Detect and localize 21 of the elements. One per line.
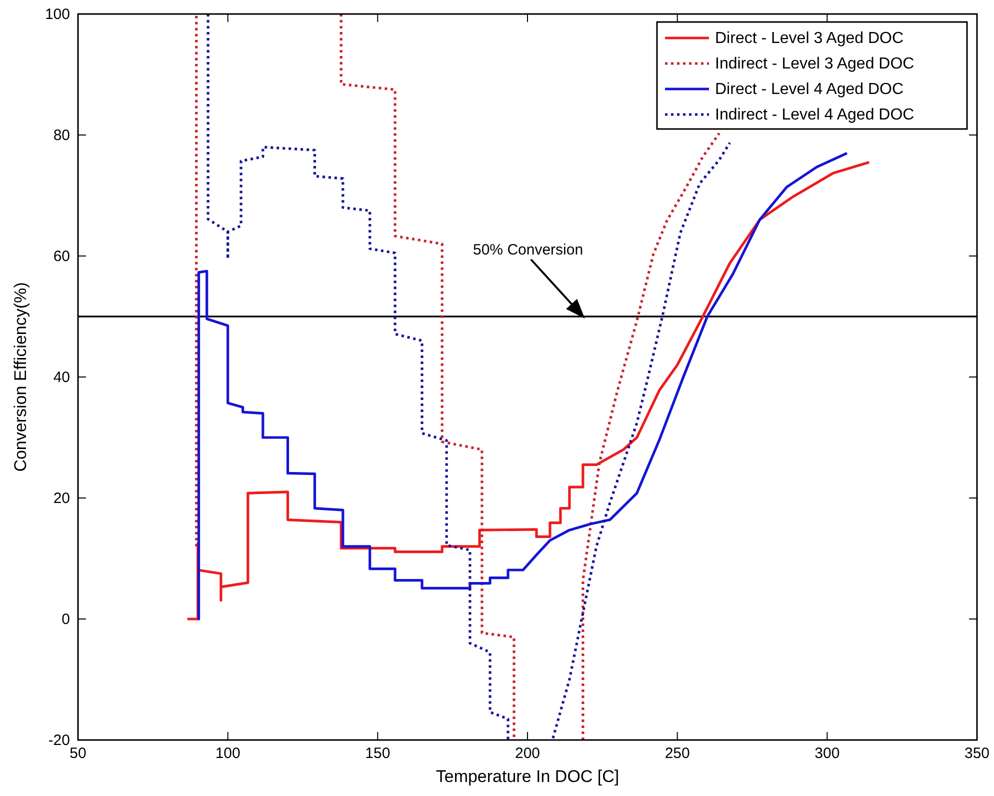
y-tick-label: 0: [62, 611, 70, 628]
x-tick-label: 150: [365, 745, 390, 762]
x-tick-label: 350: [964, 745, 990, 762]
legend-label: Direct - Level 4 Aged DOC: [715, 81, 904, 98]
legend-label: Direct - Level 3 Aged DOC: [715, 30, 904, 47]
x-tick-label: 100: [215, 745, 240, 762]
x-axis-title: Temperature In DOC [C]: [436, 767, 620, 786]
y-tick-label: 100: [44, 6, 70, 23]
y-tick-label: 40: [53, 369, 70, 386]
y-tick-label: 20: [53, 490, 70, 507]
legend-label: Indirect - Level 3 Aged DOC: [715, 56, 914, 72]
y-tick-label: 80: [53, 127, 70, 144]
x-tick-label: 300: [814, 745, 840, 762]
y-tick-label: -20: [48, 732, 70, 749]
x-tick-label: 250: [664, 745, 690, 762]
y-axis-title: Conversion Efficiency(%): [11, 282, 30, 472]
x-tick-label: 200: [514, 745, 540, 762]
annotation: 50% Conversion: [473, 242, 584, 258]
x-tick-label: 50: [70, 745, 86, 762]
legend-label: Indirect - Level 4 Aged DOC: [715, 106, 914, 124]
y-tick-label: 60: [53, 248, 70, 265]
